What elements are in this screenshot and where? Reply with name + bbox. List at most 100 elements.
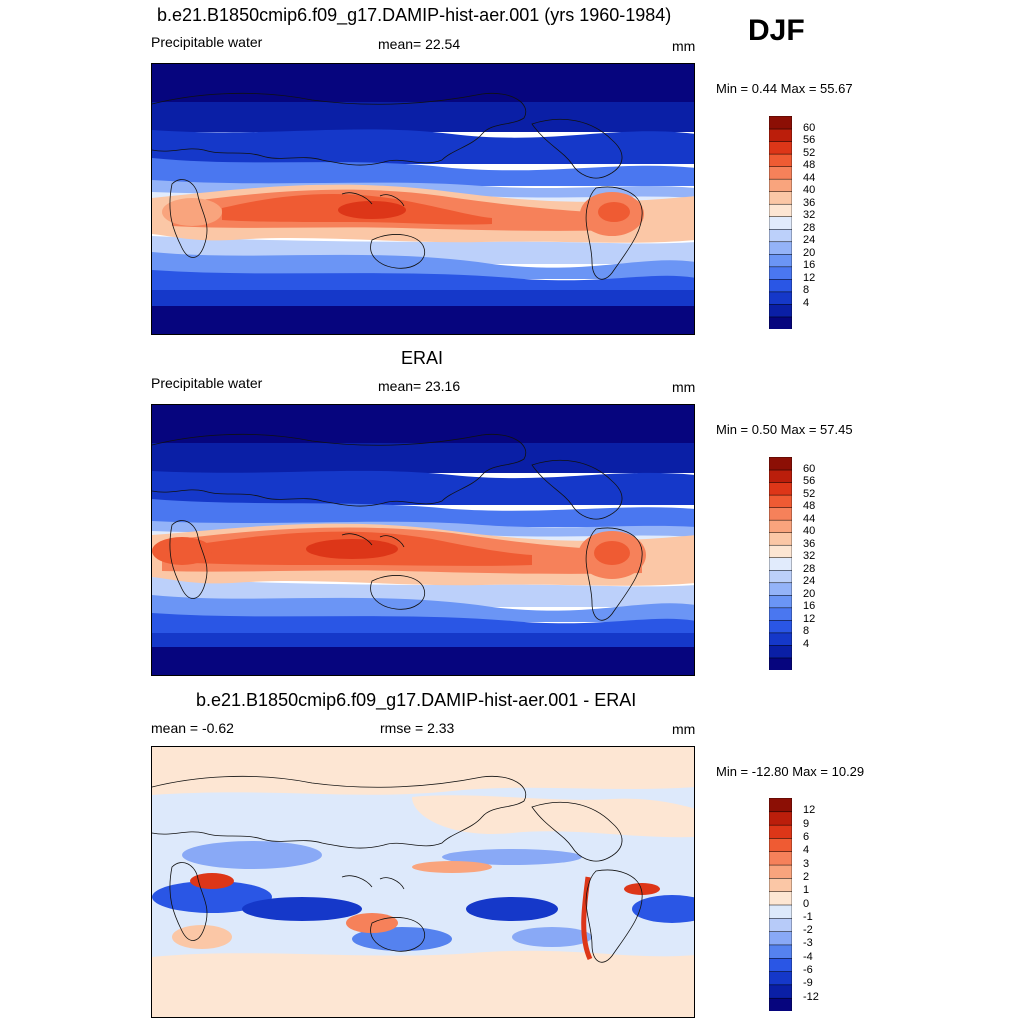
colorbar-swatch [769,153,792,167]
panel-1-title: b.e21.B1850cmip6.f09_g17.DAMIP-hist-aer.… [157,5,672,25]
colorbar-tick-label: 60 [803,462,816,475]
band-s3 [152,270,694,296]
colorbar-swatch [769,140,792,155]
colorbar-tick-label: 20 [803,587,816,600]
colorbar-tick-label: 0 [803,897,810,910]
colorbar-tick-label: 40 [803,184,816,197]
panel-2-variable-label: Precipitable water [151,375,263,391]
colorbar-tick-label: 28 [803,221,816,234]
colorbar-swatch [769,278,792,293]
colorbar-tick-label: 9 [803,817,810,830]
colorbar-tick-label: 36 [803,196,816,209]
colorbar-tick-label: 32 [803,550,816,563]
panel-1-variable-label: Precipitable water [151,34,263,50]
colorbar-tick-label: 44 [803,171,816,184]
colorbar-tick-label: 8 [803,625,810,638]
colorbar-tick-label: 3 [803,857,810,870]
colorbar-tick-label: 48 [803,159,816,172]
colorbar-tick-label: -4 [803,950,813,963]
colorbar-tick-label: 6 [803,830,810,843]
colorbar-swatch [769,253,792,268]
colorbar-swatch [769,506,792,521]
panel-1-mean-label: mean= 22.54 [378,36,461,52]
colorbar-swatch [769,877,792,892]
colorbar-tick-label: 28 [803,562,816,575]
colorbar-swatch [769,457,792,471]
ocean-band-n1 [152,102,694,132]
colorbar-swatch [769,917,792,932]
panel-2-units: mm [672,379,696,395]
africa-moist [162,198,222,226]
colorbar-tick-label: 20 [803,246,816,259]
season-label: DJF [748,14,805,47]
colorbar-swatch [769,930,792,946]
colorbar-tick-label: 24 [803,234,816,247]
colorbar-tick-label: 44 [803,512,816,525]
colorbar-tick-label: 24 [803,575,816,588]
colorbar-tick-label: 48 [803,500,816,513]
colorbar-swatch [769,178,792,192]
panel-1-map [151,63,695,335]
panel-3-units: mm [672,721,696,737]
colorbar-tick-label: 32 [803,209,816,222]
colorbar-swatch [769,469,792,483]
colorbar-swatch [769,619,792,634]
colorbar-tick-label: 56 [803,134,816,147]
ocean-polar-north [152,64,694,104]
colorbar-swatch [769,594,792,609]
colorbar-tick-label: 40 [803,525,816,538]
colorbar-tick-label: 4 [803,296,810,309]
colorbar-swatch [769,519,792,533]
panel-2-map [151,404,695,676]
colorbar-tick-label: -9 [803,977,813,990]
colorbar-tick-label: -12 [803,990,819,1003]
colorbar-tick-label: 52 [803,487,816,500]
colorbar-tick-label: 12 [803,271,816,284]
colorbar-swatch [769,957,792,972]
colorbar-swatch [769,531,792,546]
colorbar-tick-label: 60 [803,121,816,134]
colorbar-swatch [769,824,792,839]
colorbar-tick-label: 12 [803,804,816,817]
colorbar-tick-label: 52 [803,146,816,159]
colorbar-swatch [769,494,792,508]
colorbar-tick-label: 12 [803,612,816,625]
band-n3 [152,158,694,186]
colorbar-swatch [769,556,792,571]
panel-3-colorbar [769,798,792,1011]
colorbar-swatch [769,544,792,558]
colorbar-swatch [769,291,792,305]
colorbar-swatch [769,569,792,584]
warm-pool-core [338,201,406,219]
colorbar-swatch [769,657,792,670]
colorbar-tick-label: -1 [803,910,813,923]
colorbar-swatch [769,165,792,180]
colorbar-swatch [769,190,792,205]
colorbar-swatch [769,837,792,852]
colorbar-tick-label: 8 [803,284,810,297]
colorbar-swatch [769,798,792,813]
panel-1-minmax: Min = 0.44 Max = 55.67 [716,81,853,96]
colorbar-tick-label: 2 [803,870,810,883]
colorbar-swatch [769,128,792,142]
colorbar-swatch [769,582,792,596]
band-s2 [152,290,694,310]
colorbar-tick-label: -3 [803,937,813,950]
colorbar-swatch [769,944,792,959]
band-n2 [152,129,694,164]
colorbar-swatch [769,116,792,130]
colorbar-swatch [769,904,792,919]
colorbar-swatch [769,241,792,255]
panel-3-minmax: Min = -12.80 Max = 10.29 [716,764,865,779]
colorbar-swatch [769,607,792,621]
coastlines [152,92,643,280]
colorbar-tick-label: 16 [803,600,816,613]
colorbar-swatch [769,811,792,826]
colorbar-swatch [769,997,792,1011]
colorbar-swatch [769,228,792,243]
panel-3-rmse-label: rmse = 2.33 [380,720,455,736]
colorbar-swatch [769,864,792,879]
panel-2-mean-label: mean= 23.16 [378,378,461,394]
panel-1-units: mm [672,38,696,54]
colorbar-swatch [769,316,792,329]
